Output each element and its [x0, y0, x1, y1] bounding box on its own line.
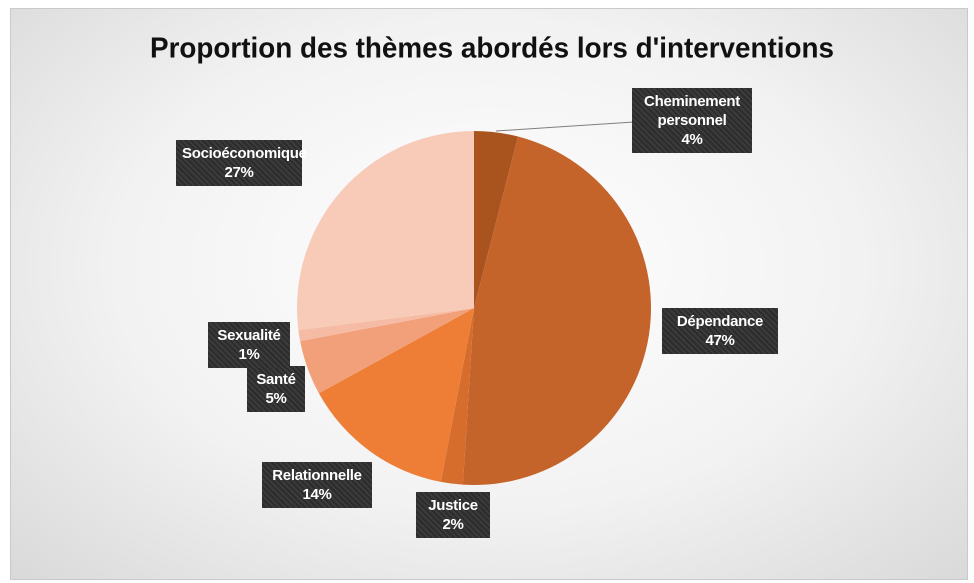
pie-slice — [474, 131, 519, 308]
label-value: 14% — [302, 486, 332, 503]
chart-title: Proportion des thèmes abordés lors d'int… — [150, 33, 834, 65]
label-value: 4% — [681, 131, 703, 148]
label-category: Dépendance — [676, 313, 764, 330]
label-value: 1% — [238, 346, 260, 363]
label-value: 2% — [442, 516, 464, 533]
data-label: Relationnelle 14% — [262, 462, 372, 508]
label-category: Justice — [428, 497, 478, 514]
data-label: Socioéconomique 27% — [176, 140, 307, 186]
label-category: Cheminement personnel — [644, 93, 740, 129]
label-category: Santé — [256, 371, 296, 388]
pie-slice — [440, 308, 474, 485]
leader-line — [495, 121, 635, 132]
label-category: Socioéconomique — [182, 145, 307, 162]
data-label: Sexualité 1% — [208, 322, 290, 368]
data-label: Dépendance 47% — [662, 308, 778, 354]
pie-slice — [300, 308, 474, 394]
data-label: Justice 2% — [416, 492, 490, 538]
pie-slice — [462, 136, 651, 485]
pie-slice — [296, 131, 474, 331]
pie-slice — [298, 308, 474, 342]
label-value: 47% — [705, 332, 735, 349]
label-value: 27% — [224, 164, 254, 181]
data-label: Cheminement personnel 4% — [632, 88, 752, 153]
pie-slice — [318, 308, 474, 482]
label-value: 5% — [265, 390, 287, 407]
data-label: Santé 5% — [247, 366, 305, 412]
label-category: Sexualité — [217, 327, 281, 344]
label-category: Relationnelle — [272, 467, 362, 484]
